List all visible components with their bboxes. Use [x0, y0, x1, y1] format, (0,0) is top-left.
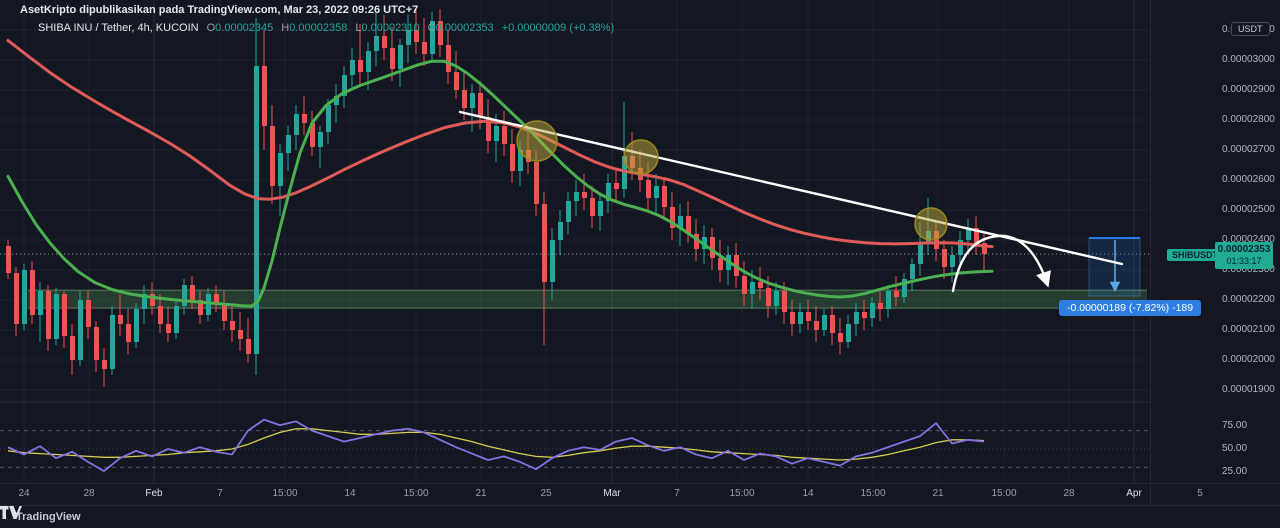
- time-tick: Mar: [603, 488, 621, 499]
- time-tick: 28: [1063, 488, 1075, 499]
- ohlc-value: 0.00002345: [215, 22, 274, 34]
- ohlc-key: H: [281, 22, 290, 34]
- price-tick: 0.00002900: [1222, 84, 1275, 95]
- last-price-tag: 0.00002353 01:33:17: [1215, 242, 1273, 269]
- time-tick: 24: [18, 488, 30, 499]
- time-axis-divider: [0, 483, 1280, 484]
- price-tick: 0.00002300: [1222, 264, 1275, 275]
- price-tick: 0.00002500: [1222, 204, 1275, 215]
- time-tick: 7: [674, 488, 680, 499]
- price-tick: 0.00001900: [1222, 384, 1275, 395]
- price-tick: 0.00002700: [1222, 144, 1275, 155]
- time-tick: 5: [1197, 488, 1203, 499]
- chart-canvas[interactable]: [0, 0, 1150, 505]
- tradingview-logo[interactable]: [0, 506, 22, 519]
- price-tick: 0.00002600: [1222, 174, 1275, 185]
- price-change-tag: -0.00000189 (-7.82%) -189: [1059, 300, 1202, 316]
- time-tick: 15:00: [729, 488, 755, 499]
- symbol-tag: SHIBUSDT: [1167, 249, 1224, 261]
- price-axis-divider: [1150, 0, 1151, 505]
- time-tick: 14: [344, 488, 356, 499]
- price-tick: 0.00002100: [1222, 324, 1275, 335]
- price-tick: 0.00002400: [1222, 234, 1275, 245]
- time-tick: 28: [83, 488, 95, 499]
- attribution-text: AsetKripto dipublikasikan pada TradingVi…: [20, 4, 419, 16]
- rsi-tick: 25.00: [1222, 466, 1248, 477]
- ohlc-value: 0.00002310: [361, 22, 420, 34]
- symbol-title[interactable]: SHIBA INU / Tether, 4h, KUCOIN: [38, 22, 199, 34]
- time-tick: 25: [540, 488, 552, 499]
- footer-bar: TradingView: [0, 505, 1280, 528]
- currency-toggle[interactable]: USDT: [1231, 22, 1270, 36]
- price-tick: 0.00003000: [1222, 54, 1275, 65]
- time-tick: 15:00: [860, 488, 886, 499]
- time-tick: 15:00: [403, 488, 429, 499]
- time-tick: Apr: [1126, 488, 1142, 499]
- price-tick: 0.00002200: [1222, 294, 1275, 305]
- time-axis[interactable]: 24 28 Feb 7 15:00 14 15:00 21 25 Mar 7 15:00 14 15:00…: [0, 483, 1202, 505]
- last-price-value: 0.00002353: [1217, 244, 1271, 255]
- price-tick: 0.00002000: [1222, 354, 1275, 365]
- rsi-tick: 75.00: [1222, 420, 1248, 431]
- price-change: +0.00000009 (+0.38%): [501, 22, 615, 34]
- rsi-tick: 50.00: [1222, 443, 1248, 454]
- ohlc-value: 0.00002358: [289, 22, 348, 34]
- time-tick: 21: [932, 488, 944, 499]
- price-tick: 0.00002800: [1222, 114, 1275, 125]
- time-tick: 21: [475, 488, 487, 499]
- ohlc-key: C: [427, 22, 436, 34]
- bar-countdown: 01:33:17: [1226, 255, 1262, 266]
- time-tick: 7: [217, 488, 223, 499]
- symbol-info-bar: SHIBA INU / Tether, 4h, KUCOIN O0.0000234…: [38, 22, 614, 34]
- time-tick: 15:00: [991, 488, 1017, 499]
- time-tick: 14: [802, 488, 814, 499]
- footer-brand-text[interactable]: TradingView: [16, 511, 81, 523]
- time-tick: Feb: [145, 488, 163, 499]
- ohlc-key: L: [355, 22, 362, 34]
- ohlc-key: O: [206, 22, 216, 34]
- ohlc-values: O0.00002345 H0.00002358 L0.00002310 C0.0000…: [199, 22, 494, 34]
- time-tick: 15:00: [272, 488, 298, 499]
- ohlc-value: 0.00002353: [435, 22, 494, 34]
